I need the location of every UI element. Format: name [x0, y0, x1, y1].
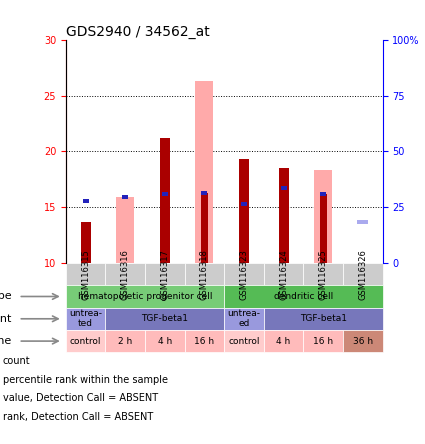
Text: GSM116315: GSM116315	[81, 249, 90, 300]
Bar	[201, 193, 208, 263]
Bar	[201, 191, 207, 195]
Bar	[184, 263, 224, 285]
Text: value, Detection Call = ABSENT: value, Detection Call = ABSENT	[3, 393, 158, 404]
Text: TGF-beta1: TGF-beta1	[142, 314, 188, 323]
Bar	[196, 81, 213, 263]
Bar	[83, 198, 89, 202]
Bar	[162, 194, 168, 263]
Text: GSM116318: GSM116318	[200, 249, 209, 300]
Text: 2 h: 2 h	[118, 337, 132, 345]
Bar	[303, 263, 343, 285]
Text: GSM116323: GSM116323	[239, 249, 249, 300]
Bar	[224, 330, 264, 352]
Text: 36 h: 36 h	[353, 337, 373, 345]
Bar	[343, 330, 382, 352]
Bar	[357, 219, 368, 224]
Bar	[264, 308, 382, 330]
Text: dendritic cell: dendritic cell	[274, 292, 333, 301]
Text: 16 h: 16 h	[313, 337, 333, 345]
Bar	[162, 192, 168, 196]
Text: GSM116324: GSM116324	[279, 249, 288, 300]
Text: count: count	[3, 357, 30, 366]
Text: control: control	[70, 337, 102, 345]
Text: GDS2940 / 34562_at: GDS2940 / 34562_at	[66, 25, 210, 39]
Bar	[66, 330, 105, 352]
Text: rank, Detection Call = ABSENT: rank, Detection Call = ABSENT	[3, 412, 153, 422]
Bar	[320, 194, 326, 263]
Bar	[264, 263, 303, 285]
Bar	[314, 170, 332, 263]
Bar	[303, 330, 343, 352]
Text: GSM116325: GSM116325	[319, 249, 328, 300]
Bar	[184, 330, 224, 352]
Bar	[279, 168, 289, 263]
Text: 16 h: 16 h	[194, 337, 215, 345]
Text: cell type: cell type	[0, 291, 12, 301]
Bar	[280, 186, 286, 190]
Bar	[280, 188, 287, 263]
Text: 4 h: 4 h	[276, 337, 291, 345]
Bar	[81, 222, 91, 263]
Bar	[105, 330, 145, 352]
Text: hematopoietic progenitor cell: hematopoietic progenitor cell	[78, 292, 212, 301]
Bar	[66, 308, 105, 330]
Bar	[66, 263, 105, 285]
Bar	[241, 204, 247, 263]
Text: control: control	[228, 337, 260, 345]
Bar	[160, 138, 170, 263]
Bar	[116, 197, 134, 263]
Bar	[224, 285, 382, 308]
Bar	[224, 263, 264, 285]
Text: agent: agent	[0, 314, 12, 324]
Bar	[66, 285, 224, 308]
Text: GSM116316: GSM116316	[121, 249, 130, 300]
Bar	[145, 263, 184, 285]
Bar	[105, 308, 224, 330]
Text: GSM116326: GSM116326	[358, 249, 367, 300]
Text: GSM116317: GSM116317	[160, 249, 169, 300]
Text: time: time	[0, 336, 12, 346]
Text: TGF-beta1: TGF-beta1	[300, 314, 347, 323]
Bar	[145, 330, 184, 352]
Bar	[122, 195, 128, 199]
Bar	[241, 202, 247, 206]
Text: percentile rank within the sample: percentile rank within the sample	[3, 375, 167, 385]
Bar	[264, 330, 303, 352]
Bar	[320, 192, 326, 196]
Text: untrea-
ed: untrea- ed	[227, 309, 261, 329]
Bar	[239, 159, 249, 263]
Bar	[105, 263, 145, 285]
Text: 4 h: 4 h	[158, 337, 172, 345]
Bar	[224, 308, 264, 330]
Text: untrea-
ted: untrea- ted	[69, 309, 102, 329]
Bar	[343, 263, 382, 285]
